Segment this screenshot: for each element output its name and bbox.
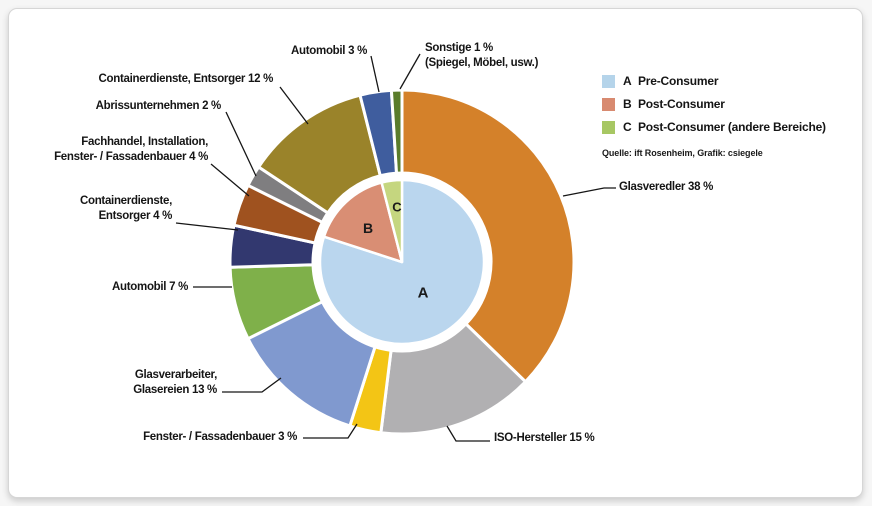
outer-ring [228, 88, 576, 436]
legend-swatch-a [602, 74, 615, 88]
inner-pie [318, 178, 486, 346]
inner-slice-b-16 [322, 181, 404, 264]
label-sonstige: Sonstige 1 % (Spiegel, Möbel, usw.) [425, 42, 539, 69]
leader-containerdienste-12 [279, 86, 309, 125]
leader-lines [175, 53, 616, 442]
label-automobil-7: Automobil 7 % [112, 281, 188, 293]
leader-automobil-3 [370, 55, 380, 93]
leader-iso-hersteller [446, 425, 490, 442]
inner-slice-c-4 [380, 178, 404, 264]
legend-item-post-consumer: B Post-Consumer [602, 97, 826, 111]
label-iso-hersteller: ISO-Hersteller 15 % [494, 432, 595, 444]
legend-item-pre-consumer: A Pre-Consumer [602, 74, 826, 88]
legend-swatch-b [602, 97, 615, 111]
legend-letter-b: B [623, 97, 632, 111]
leader-glasverarbeiter [222, 377, 282, 393]
legend-swatch-c [602, 120, 615, 134]
label-glasverarbeiter: Glasverarbeiter, Glasereien 13 % [133, 369, 217, 396]
legend-item-post-consumer-andere: C Post-Consumer (andere Bereiche) [602, 120, 826, 134]
legend-label-b: Post-Consumer [638, 97, 725, 111]
label-glasveredler: Glasveredler 38 % [619, 181, 713, 193]
inner-pie-label-c: C [392, 199, 402, 215]
leader-fachhandel [210, 163, 250, 197]
slice-glasveredler-38 [400, 88, 576, 384]
source-credit: Quelle: ift Rosenheim, Grafik: csiegele [602, 148, 763, 158]
leader-abrissunternehmen [225, 111, 257, 177]
leader-sonstige [399, 53, 421, 90]
slice-sonstige-spiegel-m-bel-usw-1 [389, 88, 404, 175]
legend: A Pre-Consumer B Post-Consumer C Post-Co… [602, 74, 826, 158]
leader-containerdienste-4 [175, 222, 239, 231]
leader-glasveredler [562, 187, 616, 197]
label-containerdienste-4: Containerdienste, Entsorger 4 % [79, 195, 172, 222]
inner-pie-label-a: A [417, 284, 429, 302]
legend-label-c: Post-Consumer (andere Bereiche) [638, 120, 826, 134]
legend-label-a: Pre-Consumer [638, 74, 719, 88]
leader-fenster-fassadenbauer-3 [303, 423, 358, 439]
legend-letter-a: A [623, 74, 632, 88]
label-fenster-fassadenbauer-3: Fenster- / Fassadenbauer 3 % [143, 431, 297, 443]
label-containerdienste-12: Containerdienste, Entsorger 12 % [98, 73, 274, 85]
inner-pie-label-b: B [362, 220, 374, 236]
label-fachhandel: Fachhandel, Installation, Fenster- / Fas… [54, 136, 208, 163]
label-automobil-3: Automobil 3 % [291, 45, 367, 57]
legend-letter-c: C [623, 120, 632, 134]
label-abrissunternehmen: Abrissunternehmen 2 % [95, 100, 222, 112]
